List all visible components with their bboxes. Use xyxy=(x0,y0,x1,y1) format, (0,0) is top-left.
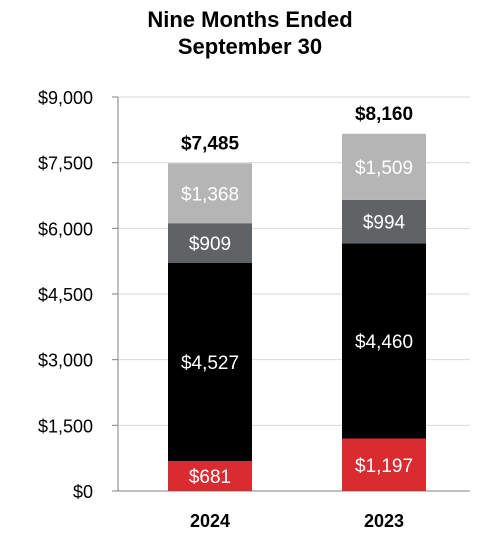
y-tick-label: $6,000 xyxy=(38,219,93,239)
labels: $681 $4,527 $909 $1,368 $7,485 2024 $1,197 $4,4… xyxy=(181,104,413,531)
chart-title-line-2: September 30 xyxy=(177,34,323,59)
bar-segment xyxy=(342,133,426,200)
bar-segment xyxy=(168,263,252,462)
bar-segment-label: $1,368 xyxy=(181,184,239,205)
bar-segment-label: $1,197 xyxy=(355,456,413,477)
bar-segment-label: $4,527 xyxy=(181,353,239,374)
chart-title: Nine Months Ended September 30 xyxy=(0,6,500,60)
bar-total-label: $7,485 xyxy=(181,133,240,154)
bar-segment xyxy=(342,438,426,491)
bar-segment xyxy=(168,163,252,224)
x-category-label: 2024 xyxy=(190,511,230,531)
y-axis: $0 $1,500 $3,000 $4,500 $6,000 $7,500 $9,000 xyxy=(38,88,470,502)
bars xyxy=(168,133,426,491)
bar-segment-label: $681 xyxy=(189,467,231,488)
y-tick-label: $7,500 xyxy=(38,154,93,174)
x-category-label: 2023 xyxy=(364,511,404,531)
bar-segment-label: $909 xyxy=(189,234,231,255)
bar-segment-label: $4,460 xyxy=(355,332,413,353)
bar-segment xyxy=(342,243,426,439)
bar-total-label: $8,160 xyxy=(355,104,413,125)
bar-segment-label: $994 xyxy=(363,213,406,234)
y-tick-label: $3,000 xyxy=(38,351,93,371)
bar-segment xyxy=(168,461,252,491)
y-tick-label: $9,000 xyxy=(38,88,93,108)
chart-title-line-1: Nine Months Ended xyxy=(147,7,353,32)
bar-segment-label: $1,509 xyxy=(355,158,413,179)
bar-segment xyxy=(168,223,252,264)
y-tick-label: $1,500 xyxy=(38,416,93,436)
bar-segment xyxy=(342,199,426,244)
y-tick-label: $0 xyxy=(73,482,93,502)
y-tick-label: $4,500 xyxy=(38,285,93,305)
